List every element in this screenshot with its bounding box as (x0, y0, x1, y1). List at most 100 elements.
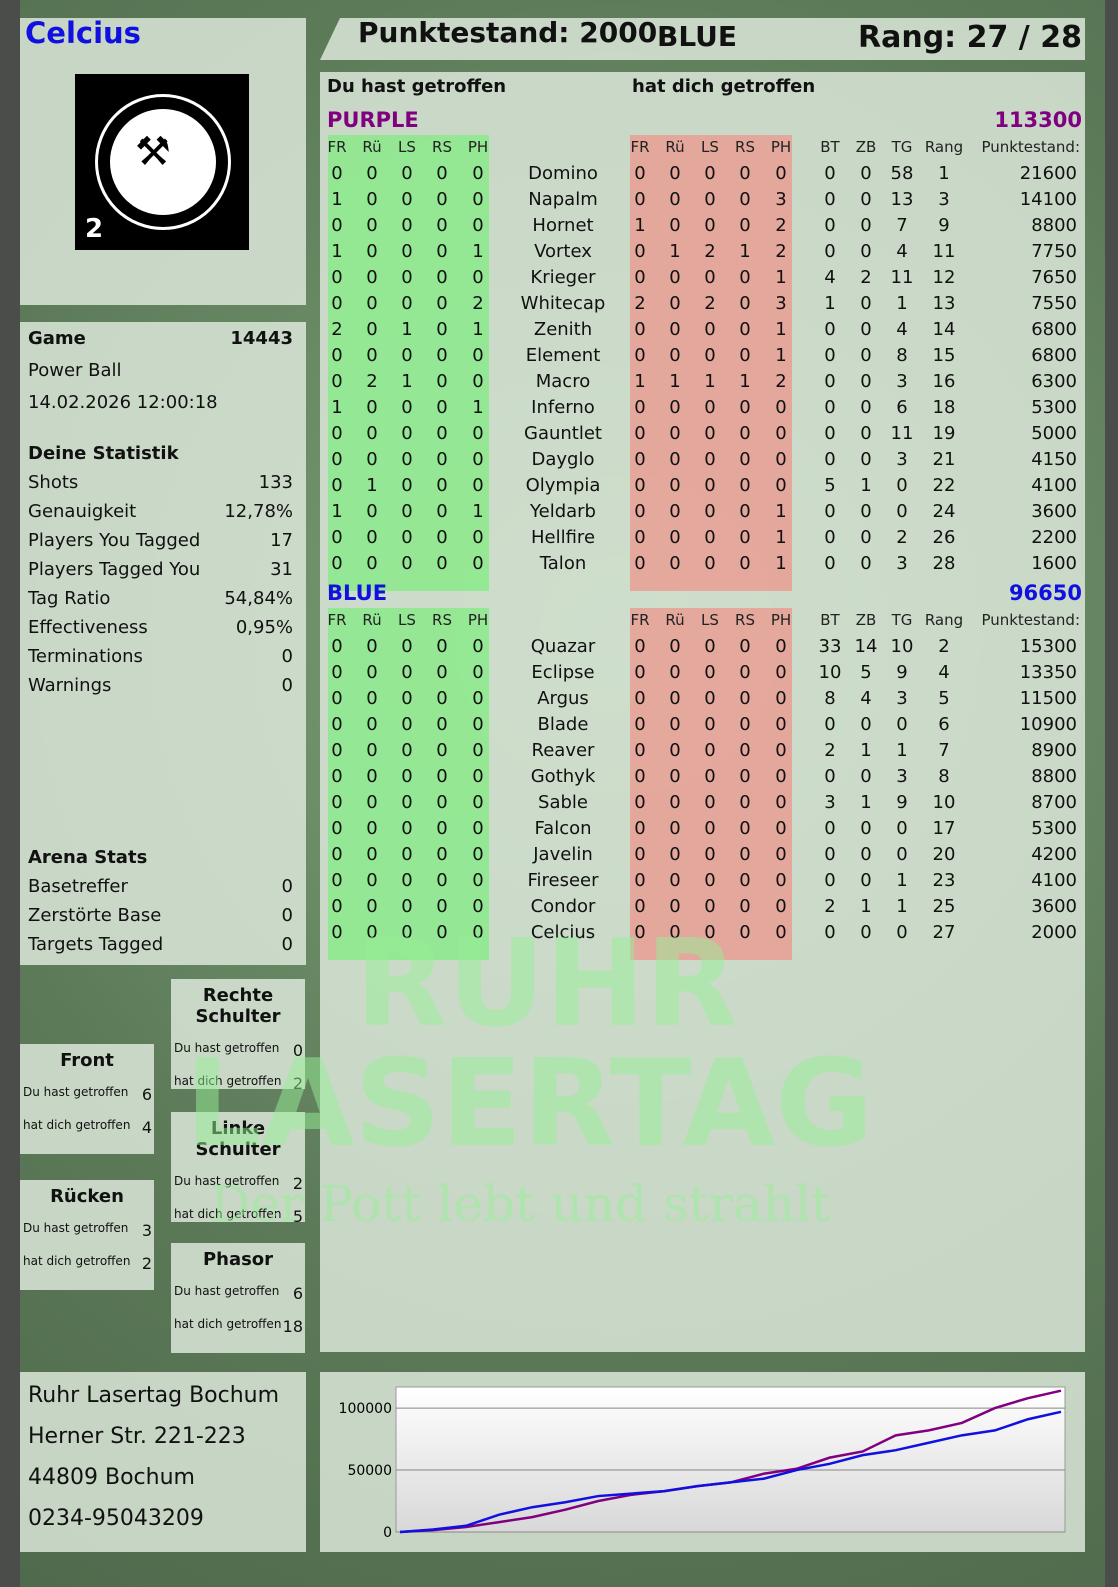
you-hit-cell: 0 (436, 818, 448, 839)
stat-label: Players Tagged You (28, 559, 201, 580)
stat-cell: 9 (896, 792, 908, 813)
hit-you-label: hat dich getroffen (174, 1317, 282, 1331)
stat-cell: 0 (860, 241, 872, 262)
stat-cell: 0 (824, 870, 836, 891)
you-hit-cell: 0 (401, 163, 413, 184)
stat-cell: 16 (932, 371, 956, 392)
col-header-stat: TG (891, 611, 913, 629)
you-hit-cell: 0 (436, 319, 448, 340)
hit-you-cell: 0 (669, 688, 681, 709)
hit-you-cell: 0 (669, 636, 681, 657)
you-hit-cell: 0 (331, 345, 343, 366)
you-hit-cell: 0 (401, 241, 413, 262)
hit-you-cell: 0 (704, 397, 716, 418)
col-header-stat: ZB (855, 138, 877, 156)
points-cell: 2000 (1031, 922, 1077, 943)
stat-cell: 0 (824, 241, 836, 262)
hit-you-cell: 1 (634, 215, 646, 236)
you-hit-cell: 0 (472, 844, 484, 865)
player-name: Dayglo (531, 449, 595, 470)
stat-cell: 19 (932, 423, 956, 444)
col-header-stat: ZB (855, 611, 877, 629)
arena-row: Zerstörte Base 0 (28, 905, 293, 926)
you-hit-value: 3 (141, 1221, 152, 1240)
you-hit-cell: 1 (331, 241, 343, 262)
hit-you-cell: 1 (634, 371, 646, 392)
stat-cell: 20 (932, 844, 956, 865)
stat-cell: 10 (932, 792, 956, 813)
stat-cell: 0 (860, 553, 872, 574)
you-hit-cell: 0 (401, 423, 413, 444)
points-cell: 11500 (1019, 688, 1077, 709)
hit-you-cell: 0 (669, 449, 681, 470)
hit-you-cell: 0 (704, 714, 716, 735)
hit-you-cell: 0 (704, 740, 716, 761)
you-hit-cell: 0 (472, 371, 484, 392)
you-hit-cell: 1 (472, 319, 484, 340)
stat-cell: 6 (938, 714, 950, 735)
player-name: Inferno (531, 397, 595, 418)
hit-you-cell: 0 (739, 527, 751, 548)
hit-you-cell: 0 (669, 553, 681, 574)
hit-zone-linke-schulter: Linke Schulter Du hast getroffen 2 hat dich… (171, 1112, 305, 1226)
stat-row: Warnings 0 (28, 675, 293, 696)
col-header-hit-you: RS (735, 138, 755, 156)
you-hit-cell: 0 (436, 662, 448, 683)
you-hit-cell: 0 (331, 163, 343, 184)
hit-you-cell: 0 (704, 662, 716, 683)
hit-you-cell: 1 (775, 345, 787, 366)
hit-you-cell: 0 (669, 215, 681, 236)
points-cell: 5300 (1031, 818, 1077, 839)
points-cell: 4100 (1031, 870, 1077, 891)
you-hit-cell: 0 (366, 870, 378, 891)
you-hit-cell: 0 (366, 922, 378, 943)
hit-you-cell: 0 (669, 922, 681, 943)
player-name: Gothyk (530, 766, 596, 787)
you-hit-cell: 0 (401, 475, 413, 496)
hit-you-label: hat dich getroffen (23, 1254, 131, 1268)
stat-value: 0,95% (235, 617, 293, 638)
stat-cell: 0 (824, 844, 836, 865)
hit-you-cell: 0 (704, 870, 716, 891)
points-cell: 4100 (1031, 475, 1077, 496)
hit-you-cell: 0 (634, 345, 646, 366)
hit-you-value: 18 (282, 1317, 303, 1336)
you-hit-cell: 0 (472, 818, 484, 839)
stat-cell: 23 (932, 870, 956, 891)
stat-cell: 0 (860, 714, 872, 735)
points-cell: 13350 (1019, 662, 1077, 683)
hit-you-cell: 0 (704, 345, 716, 366)
col-header-hit-you: PH (770, 611, 792, 629)
hit-zone-ruecken: Rücken Du hast getroffen 3 hat dich getroff… (20, 1180, 154, 1290)
you-hit-cell: 0 (472, 870, 484, 891)
hit-you-cell: 0 (634, 449, 646, 470)
stat-cell: 4 (860, 688, 872, 709)
you-hit-cell: 0 (401, 766, 413, 787)
points-cell: 8700 (1031, 792, 1077, 813)
hit-you-cell: 0 (634, 423, 646, 444)
points-cell: 10900 (1019, 714, 1077, 735)
stat-cell: 0 (824, 553, 836, 574)
hit-you-cell: 0 (704, 267, 716, 288)
you-hit-cell: 0 (366, 792, 378, 813)
you-hit-cell: 0 (436, 475, 448, 496)
col-header-stat: TG (891, 138, 913, 156)
you-hit-cell: 0 (401, 553, 413, 574)
col-header-hit-you: FR (630, 611, 650, 629)
col-header-hit-you: LS (701, 611, 719, 629)
you-hit-cell: 0 (331, 714, 343, 735)
hit-you-cell: 0 (775, 662, 787, 683)
hit-you-cell: 0 (669, 714, 681, 735)
stat-cell: 22 (932, 475, 956, 496)
you-hit-cell: 0 (436, 267, 448, 288)
you-hit-cell: 0 (401, 688, 413, 709)
stat-cell: 25 (932, 896, 956, 917)
you-hit-cell: 0 (366, 345, 378, 366)
hit-you-cell: 0 (704, 553, 716, 574)
you-hit-cell: 0 (401, 922, 413, 943)
stat-cell: 1 (860, 896, 872, 917)
stat-cell: 9 (896, 662, 908, 683)
hit-you-cell: 0 (634, 662, 646, 683)
points-cell: 6800 (1031, 319, 1077, 340)
you-hit-cell: 0 (401, 527, 413, 548)
